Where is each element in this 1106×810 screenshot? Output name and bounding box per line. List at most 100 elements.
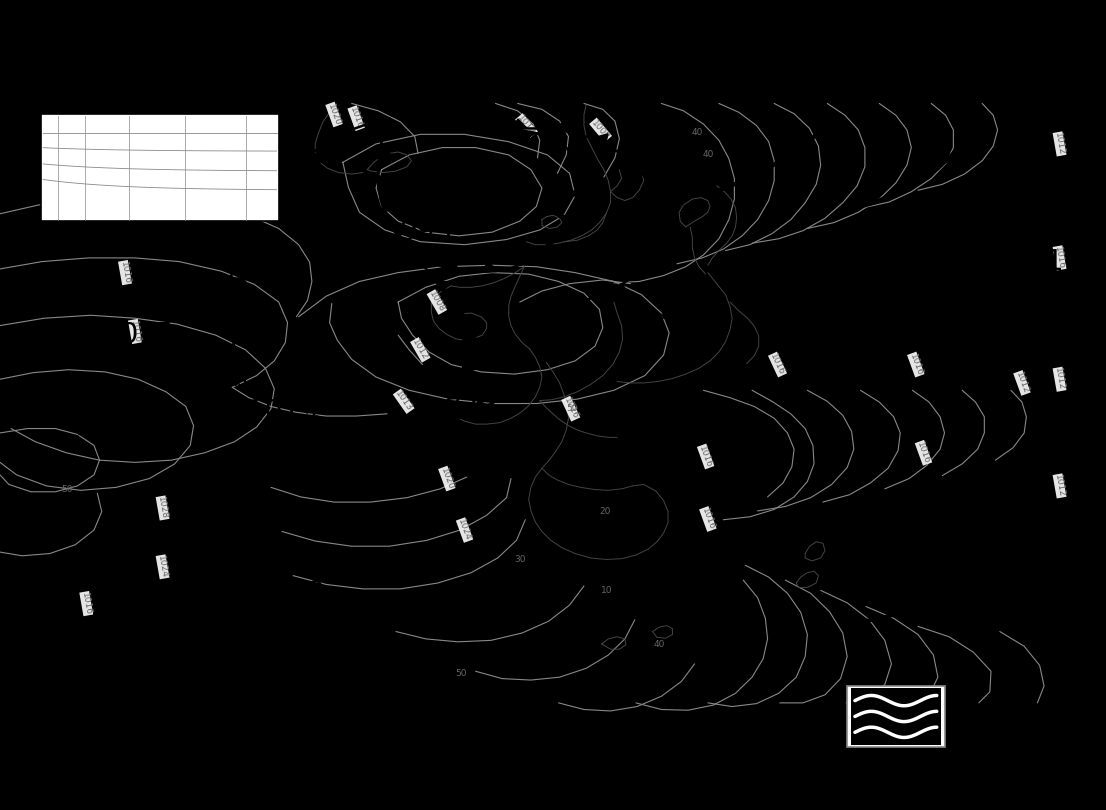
Polygon shape <box>463 334 478 344</box>
Bar <box>851 688 941 744</box>
Polygon shape <box>442 259 458 270</box>
Polygon shape <box>511 119 526 129</box>
Text: 993: 993 <box>444 384 497 411</box>
Text: L: L <box>275 373 289 397</box>
Polygon shape <box>461 362 478 373</box>
Text: 1016: 1016 <box>118 261 132 285</box>
Polygon shape <box>346 437 362 447</box>
Text: 1013: 1013 <box>247 399 317 426</box>
Text: L: L <box>419 194 432 219</box>
Text: 10: 10 <box>166 224 177 233</box>
Text: 1013: 1013 <box>394 390 414 413</box>
Text: 1016: 1016 <box>698 444 713 469</box>
Text: 1016: 1016 <box>916 441 931 465</box>
Polygon shape <box>378 149 394 160</box>
Polygon shape <box>593 134 608 144</box>
Polygon shape <box>392 228 408 237</box>
Polygon shape <box>553 122 568 132</box>
Polygon shape <box>574 299 588 310</box>
Text: 1020: 1020 <box>439 467 455 491</box>
Text: 1008: 1008 <box>589 118 612 142</box>
Polygon shape <box>247 388 263 394</box>
Polygon shape <box>383 123 399 134</box>
Text: 40: 40 <box>66 103 77 112</box>
Polygon shape <box>657 234 671 245</box>
Polygon shape <box>79 427 95 435</box>
Text: 10: 10 <box>1046 248 1082 275</box>
Polygon shape <box>481 262 498 271</box>
Polygon shape <box>640 261 656 271</box>
Polygon shape <box>517 255 532 266</box>
Text: 1012: 1012 <box>410 338 430 362</box>
Polygon shape <box>625 155 641 164</box>
Polygon shape <box>648 180 664 190</box>
Text: metoffice.gov: metoffice.gov <box>948 726 1020 736</box>
Text: 1016: 1016 <box>80 591 93 616</box>
Polygon shape <box>67 403 85 411</box>
Text: 1016: 1016 <box>348 106 364 130</box>
Polygon shape <box>659 207 675 217</box>
Polygon shape <box>231 333 248 339</box>
Text: 1015: 1015 <box>103 321 174 349</box>
Polygon shape <box>239 360 255 367</box>
Text: 1006: 1006 <box>25 645 96 673</box>
Text: 40: 40 <box>654 640 665 649</box>
Polygon shape <box>568 163 584 173</box>
Polygon shape <box>520 130 535 141</box>
Text: 1016: 1016 <box>700 506 716 531</box>
Polygon shape <box>541 237 557 247</box>
Text: 1028: 1028 <box>156 496 169 520</box>
Text: 40: 40 <box>691 128 702 138</box>
Polygon shape <box>229 278 247 284</box>
Text: 1016: 1016 <box>1053 245 1066 270</box>
Text: 60N: 60N <box>18 147 36 156</box>
Text: 30: 30 <box>514 555 525 564</box>
Text: 50: 50 <box>62 485 73 494</box>
Text: 1024: 1024 <box>156 555 169 579</box>
Text: 1029: 1029 <box>254 578 325 607</box>
Text: 15: 15 <box>111 103 122 112</box>
Polygon shape <box>64 379 81 385</box>
Text: 993: 993 <box>399 218 452 246</box>
Text: 50: 50 <box>566 404 577 413</box>
Text: 1016: 1016 <box>908 352 924 377</box>
Text: 40N: 40N <box>19 185 36 194</box>
Text: 1016: 1016 <box>128 319 142 343</box>
Text: 1016: 1016 <box>769 352 786 377</box>
Polygon shape <box>378 176 393 186</box>
Text: 20: 20 <box>599 507 611 516</box>
Text: 40: 40 <box>702 151 713 160</box>
Text: 25: 25 <box>100 224 111 233</box>
Bar <box>41 114 279 221</box>
Polygon shape <box>453 409 463 418</box>
Text: 1012: 1012 <box>1053 367 1066 391</box>
Text: 1008: 1008 <box>427 290 447 314</box>
Text: 1019: 1019 <box>899 578 970 607</box>
Polygon shape <box>557 215 574 224</box>
Polygon shape <box>417 257 432 266</box>
Text: 1012: 1012 <box>1053 132 1066 156</box>
Polygon shape <box>281 175 298 184</box>
Text: 70N: 70N <box>18 128 36 138</box>
Polygon shape <box>436 281 452 291</box>
Polygon shape <box>450 389 467 399</box>
Text: 1012: 1012 <box>1014 371 1030 395</box>
Polygon shape <box>477 401 490 408</box>
Polygon shape <box>553 142 567 152</box>
Text: H: H <box>281 553 299 578</box>
Text: 1012: 1012 <box>515 114 538 137</box>
Bar <box>847 686 945 747</box>
Polygon shape <box>234 250 251 258</box>
Text: in kt for 4.0 hPa intervals: in kt for 4.0 hPa intervals <box>94 92 226 101</box>
Polygon shape <box>453 307 469 317</box>
Text: 80: 80 <box>55 224 66 233</box>
Polygon shape <box>337 134 351 145</box>
Polygon shape <box>306 154 322 163</box>
Polygon shape <box>244 224 261 232</box>
Text: 50: 50 <box>456 669 467 678</box>
Text: H: H <box>1055 223 1073 246</box>
Text: L: L <box>463 359 477 382</box>
Polygon shape <box>612 284 627 294</box>
Text: 1016: 1016 <box>562 396 580 421</box>
Text: 1020: 1020 <box>326 102 342 127</box>
